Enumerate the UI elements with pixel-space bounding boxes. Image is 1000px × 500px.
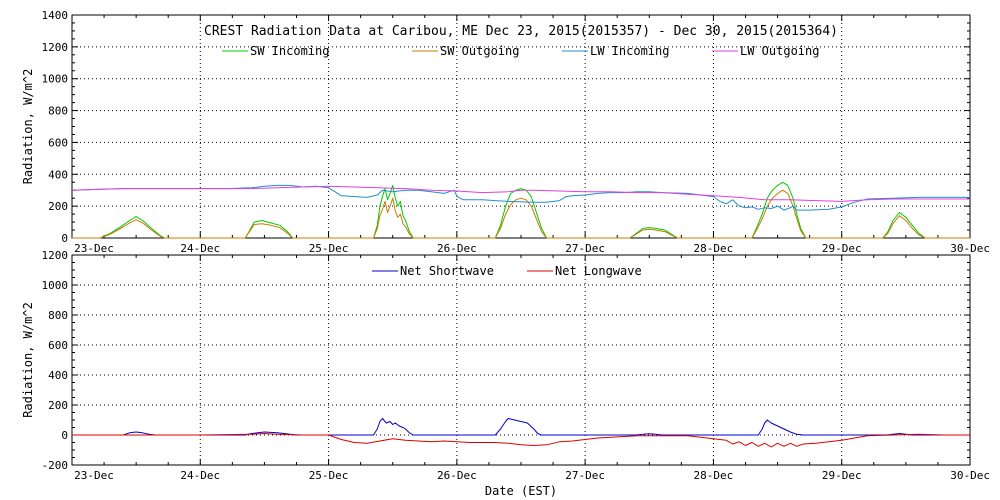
series-line-lw-outgoing xyxy=(71,185,970,202)
x-tick-label: 25-Dec xyxy=(309,469,349,482)
bottom-plot-frame xyxy=(71,254,971,466)
x-tick-label: 28-Dec xyxy=(694,242,734,255)
x-tick-label: 29-Dec xyxy=(822,469,862,482)
top-plot-frame xyxy=(71,14,971,239)
y-tick-label: 200 xyxy=(48,200,68,213)
y-tick-label: -200 xyxy=(42,459,69,472)
y-tick-label: 1000 xyxy=(42,73,69,86)
x-tick-label: 25-Dec xyxy=(309,242,349,255)
x-tick-label: 24-Dec xyxy=(180,242,220,255)
legend-label: Net Longwave xyxy=(555,264,642,278)
top-y-axis-label: Radiation, W/m^2 xyxy=(21,69,35,185)
y-tick-label: 1000 xyxy=(42,279,69,292)
x-tick-label: 29-Dec xyxy=(822,242,862,255)
y-tick-label: 400 xyxy=(48,168,68,181)
x-tick-label: 24-Dec xyxy=(180,469,220,482)
chart-title: CREST Radiation Data at Caribou, ME Dec … xyxy=(204,24,838,39)
bottom-panel: -200 0 200 400 600 800 1000 1200 23-Dec 24-Dec 25-… xyxy=(21,249,990,498)
x-tick-label: 28-Dec xyxy=(694,469,734,482)
bottom-y-axis-label: Radiation, W/m^2 xyxy=(21,302,35,418)
series-line-sw-incoming xyxy=(72,181,970,239)
x-tick-label: 26-Dec xyxy=(437,469,477,482)
y-tick-label: 400 xyxy=(48,369,68,382)
legend-label: SW Incoming xyxy=(250,44,329,58)
legend-label: Net Shortwave xyxy=(400,264,494,278)
y-tick-label: 1200 xyxy=(42,41,69,54)
y-tick-label: 800 xyxy=(48,105,68,118)
x-tick-label: 26-Dec xyxy=(437,242,477,255)
y-tick-label: 200 xyxy=(48,399,68,412)
x-axis-label: Date (EST) xyxy=(485,484,557,498)
x-tick-label: 23-Dec xyxy=(74,469,114,482)
y-tick-label: 0 xyxy=(61,429,68,442)
y-tick-label: 800 xyxy=(48,309,68,322)
series-line-sw-outgoing xyxy=(72,189,970,239)
y-tick-label: 1200 xyxy=(42,249,69,262)
legend-label: LW Incoming xyxy=(590,44,669,58)
legend-label: LW Outgoing xyxy=(740,44,819,58)
x-tick-label: 30-Dec xyxy=(950,469,990,482)
x-tick-label: 27-Dec xyxy=(565,469,605,482)
x-tick-label: 30-Dec xyxy=(950,242,990,255)
series-line-net-longwave xyxy=(72,433,970,448)
y-tick-label: 600 xyxy=(48,339,68,352)
y-tick-label: 1400 xyxy=(42,9,69,22)
series-line-net-shortwave xyxy=(72,418,970,436)
x-tick-label: 27-Dec xyxy=(565,242,605,255)
y-tick-label: 600 xyxy=(48,136,68,149)
top-panel: 0 200 400 600 800 1000 1200 1400 23-Dec 24-Dec 25-… xyxy=(21,9,990,255)
y-tick-label: 0 xyxy=(61,232,68,245)
x-tick-label: 23-Dec xyxy=(74,242,114,255)
legend-label: SW Outgoing xyxy=(440,44,519,58)
